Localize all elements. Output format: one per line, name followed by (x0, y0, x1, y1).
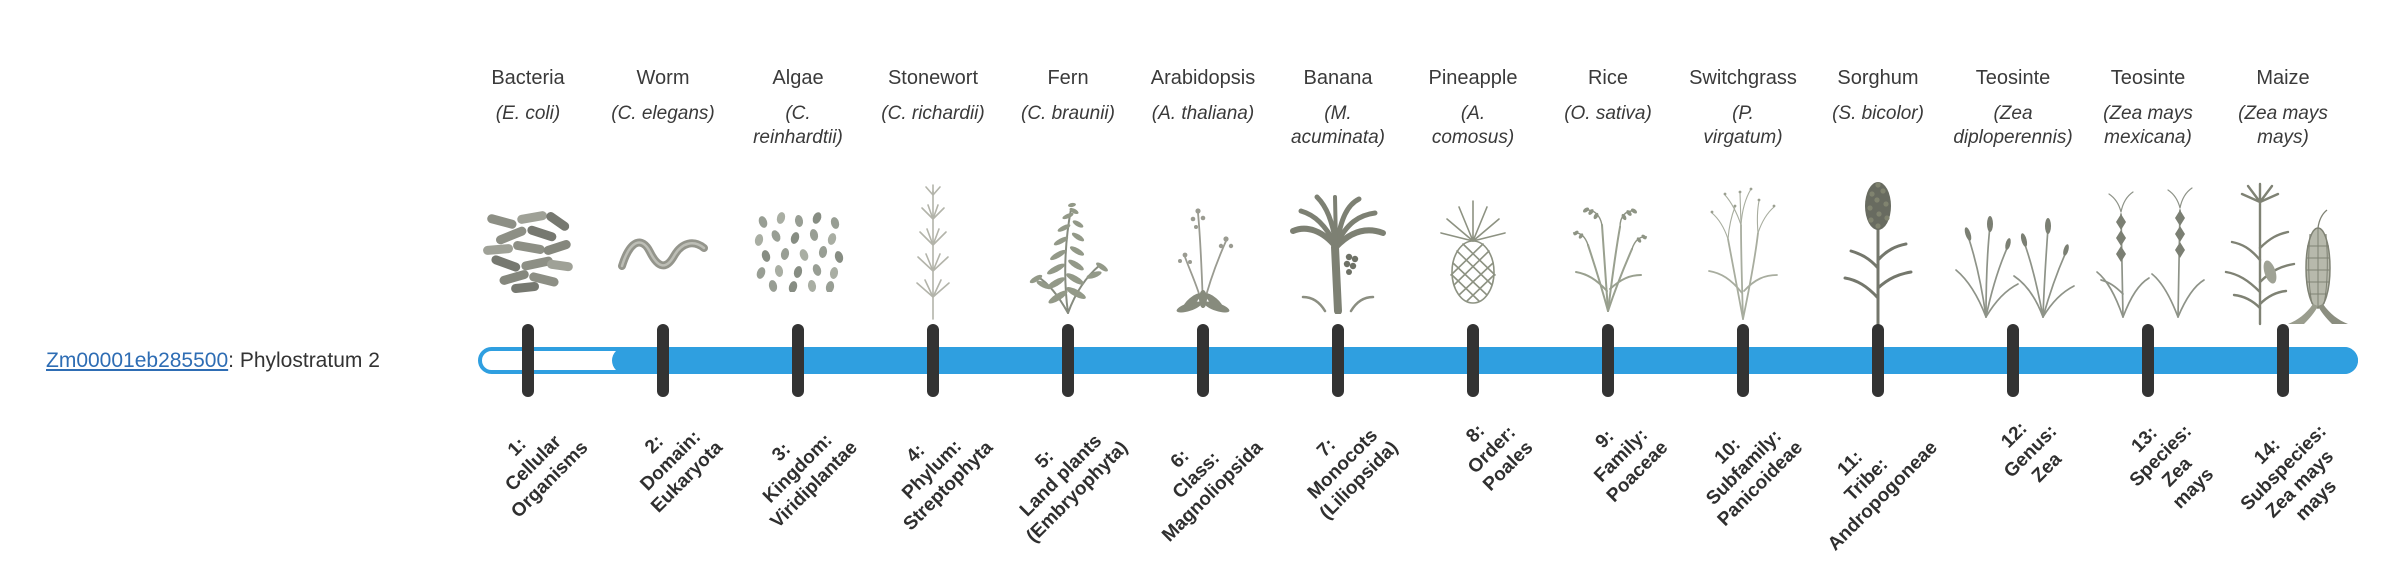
organism-species: (Zea diploperennis) (1953, 103, 2073, 148)
stratum-column: Rice (O. sativa) 9: Family: Poaceae (1533, 0, 1683, 580)
timeline-tick (2007, 324, 2019, 397)
stratum-column: Arabidopsis (A. thaliana) 6: Class: Magn… (1128, 0, 1278, 580)
rank-label: 2: Domain: Eukaryota (636, 426, 728, 518)
organism-species: (O. sativa) (1564, 103, 1652, 124)
organism-species: (S. bicolor) (1832, 103, 1924, 124)
organism-species: (E. coli) (495, 103, 561, 124)
gene-label: Zm00001eb285500: Phylostratum 2 (46, 348, 380, 374)
rank-label: 11: Tribe: Andropogoneae (1824, 437, 1943, 556)
stratum-column: Worm (C. elegans) 2: Domain: Eukaryota (588, 0, 738, 580)
rank-label: 12: Genus: Zea (1996, 418, 2066, 487)
stratum-column: Sorghum (S. bicolor) 11: Tribe: Andropog… (1803, 0, 1953, 580)
timeline-tick (1062, 324, 1074, 397)
teosinte-mexicana-icon (2063, 180, 2233, 322)
rank-label: 5: Land plants (Embryophyta) (1015, 430, 1133, 547)
pineapple-icon (1388, 180, 1558, 322)
organism-name: Bacteria (491, 67, 565, 89)
stratum-column: Stonewort (C. richardii) 4: Phylum: Stre… (858, 0, 1008, 580)
rank-label: 6: Class: Magnoliopsida (1158, 437, 1268, 547)
switchgrass-icon (1658, 180, 1828, 322)
maize-icon (2198, 180, 2368, 326)
stratum-column: Fern (C. braunii) 5: Land plants (Embryo… (993, 0, 1143, 580)
timeline-tick (1197, 324, 1209, 397)
teosinte-diploperennis-icon (1928, 180, 2098, 322)
organism-name: Switchgrass (1689, 67, 1797, 89)
organism-name: Arabidopsis (1150, 67, 1256, 89)
organism-name: Teosinte (2110, 67, 2186, 89)
timeline-tick (2277, 324, 2289, 397)
organism-species: (Zea mays mays) (2238, 103, 2328, 148)
timeline-tick (522, 324, 534, 397)
organism-species: (C. elegans) (611, 103, 715, 124)
organism-name: Sorghum (1837, 67, 1919, 89)
timeline-tick (1602, 324, 1614, 397)
organism-species: (C. braunii) (1021, 103, 1115, 124)
organism-name: Teosinte (1975, 67, 2051, 89)
stratum-column: Algae (C. reinhardtii) 3: Kingdom: Virid… (723, 0, 873, 580)
stonewort-icon (848, 180, 1018, 322)
rank-label: 10: Subfamily: Panicoideae (1702, 425, 1808, 531)
timeline-fill (612, 347, 2358, 374)
sorghum-icon (1793, 180, 1963, 326)
organism-name: Fern (1047, 67, 1089, 89)
rank-label: 9: Family: Poaceae (1590, 424, 1673, 507)
organism-species: (A. comosus) (1431, 103, 1515, 148)
organism-species: (C. reinhardtii) (753, 103, 843, 148)
organism-name: Banana (1303, 67, 1373, 89)
organism-name: Algae (772, 67, 824, 89)
stratum-column: Switchgrass (P. virgatum) 10: Subfamily:… (1668, 0, 1818, 580)
timeline-tick (2142, 324, 2154, 397)
rank-label: 3: Kingdom: Viridiplantae (759, 429, 863, 533)
worm-icon (578, 180, 748, 322)
timeline-tick (1332, 324, 1344, 397)
timeline-tick (927, 324, 939, 397)
organism-species: (P. virgatum) (1703, 103, 1783, 148)
organism-name: Stonewort (887, 67, 979, 89)
organism-name: Worm (636, 67, 690, 89)
organism-name: Pineapple (1428, 67, 1518, 89)
stratum-column: Banana (M. acuminata) 7: Monocots (Lilio… (1263, 0, 1413, 580)
rank-label: 4: Phylum: Streptophyta (898, 435, 998, 535)
rank-label: 1: Cellular Organisms (501, 431, 593, 523)
algae-icon (713, 180, 883, 322)
organism-name: Rice (1587, 67, 1628, 89)
fern-icon (983, 180, 1153, 322)
timeline-tick (1467, 324, 1479, 397)
gene-phylostratum-text: : Phylostratum 2 (228, 349, 380, 372)
stratum-column: Teosinte (Zea diploperennis) 12: Genus: … (1938, 0, 2088, 580)
rank-label: 7: Monocots (Liliopsida) (1303, 425, 1403, 524)
rank-label: 8: Order: Poales (1462, 420, 1538, 496)
stratum-column: Teosinte (Zea mays mexicana) 13: Species… (2073, 0, 2223, 580)
stratum-column: Maize (Zea mays mays) 14: Subspecies: Ze… (2208, 0, 2358, 580)
stratum-column: Pineapple (A. comosus) 8: Order: Poales (1398, 0, 1548, 580)
timeline-tick (792, 324, 804, 397)
timeline-tick (1737, 324, 1749, 397)
organism-species: (Zea mays mexicana) (2103, 103, 2193, 148)
stratum-column: Bacteria (E. coli) 1: Cellular Organisms (453, 0, 603, 580)
bacteria-icon (443, 180, 613, 322)
rank-label: 14: Subspecies: Zea mays mays (2236, 420, 2341, 526)
organism-species: (C. richardii) (881, 103, 985, 124)
organism-species: (A. thaliana) (1151, 103, 1255, 124)
banana-icon (1253, 180, 1423, 322)
rice-icon (1523, 180, 1693, 322)
organism-name: Maize (2256, 67, 2310, 89)
gene-link[interactable]: Zm00001eb285500 (46, 349, 229, 372)
arabidopsis-icon (1118, 180, 1288, 322)
timeline-tick (657, 324, 669, 397)
organism-species: (M. acuminata) (1291, 103, 1385, 148)
timeline-tick (1872, 324, 1884, 397)
